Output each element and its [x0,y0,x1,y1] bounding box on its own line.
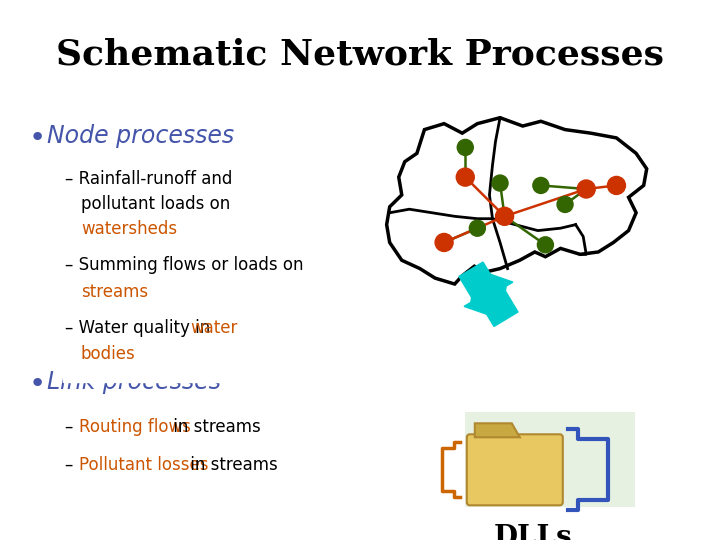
Polygon shape [474,423,520,437]
Circle shape [608,177,626,194]
Text: Link processes: Link processes [47,370,220,394]
Circle shape [557,197,573,212]
Text: DLLs: DLLs [493,524,572,540]
Text: Routing flows: Routing flows [78,418,191,436]
Circle shape [435,233,453,252]
Circle shape [577,180,595,198]
Text: – Water quality in water: – Water quality in water [65,319,263,337]
Text: Pollutant losses: Pollutant losses [78,456,208,474]
Polygon shape [63,451,384,491]
Circle shape [469,220,485,236]
Text: –: – [65,456,78,474]
Text: watersheds: watersheds [81,220,177,238]
Polygon shape [387,118,647,284]
Text: Schematic Network Processes: Schematic Network Processes [56,38,664,72]
Text: in streams: in streams [167,418,259,436]
Text: Pollutant losses: Pollutant losses [78,456,208,474]
Text: – Summing flows or loads on: – Summing flows or loads on [65,256,303,274]
Text: •: • [29,370,46,398]
Text: –: – [65,418,78,436]
Polygon shape [63,314,365,381]
FancyBboxPatch shape [467,434,563,505]
Text: in streams: in streams [183,456,276,474]
Circle shape [456,168,474,186]
Text: water: water [190,319,237,337]
Text: – Rainfall-runoff and: – Rainfall-runoff and [65,170,232,188]
Text: bodies: bodies [81,346,135,363]
Text: – Water quality in: – Water quality in [65,319,215,337]
FancyBboxPatch shape [465,413,635,507]
Text: –: – [65,418,78,436]
Text: in streams: in streams [185,456,277,474]
Polygon shape [63,414,384,453]
Circle shape [495,207,513,225]
Text: •: • [29,124,46,152]
FancyArrow shape [459,262,507,319]
FancyArrow shape [470,269,518,327]
Text: in streams: in streams [168,418,261,436]
Circle shape [533,178,549,193]
Text: Routing flows: Routing flows [78,418,191,436]
Circle shape [492,175,508,191]
Text: bodies: bodies [81,346,135,363]
Text: pollutant loads on: pollutant loads on [81,195,230,213]
Text: streams: streams [81,283,148,301]
Text: Node processes: Node processes [47,124,234,148]
Circle shape [537,237,554,253]
Circle shape [457,139,473,156]
Text: –: – [65,456,78,474]
